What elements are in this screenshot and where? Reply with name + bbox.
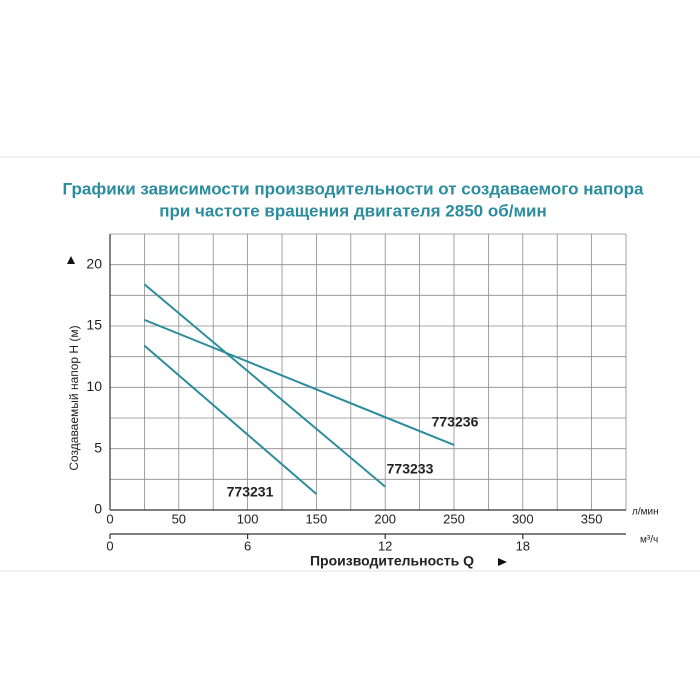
- x-tick-label: 250: [443, 511, 465, 526]
- x2-tick-label: 12: [378, 538, 392, 553]
- chart-title: Графики зависимости производительности о…: [63, 179, 644, 198]
- series-line: [143, 344, 318, 495]
- x2-tick-label: 18: [516, 538, 530, 553]
- series-line: [144, 318, 455, 446]
- x2-unit: м³/ч: [640, 535, 658, 546]
- chart-subtitle: при частоте вращения двигателя 2850 об/м…: [159, 201, 547, 220]
- x-tick-label: 200: [374, 511, 396, 526]
- series-line: [143, 283, 386, 488]
- x-arrow: [498, 558, 507, 566]
- x-tick-label: 150: [306, 511, 328, 526]
- y-tick-label: 5: [94, 439, 102, 455]
- series-label: 773233: [387, 461, 434, 477]
- series-label: 773231: [227, 484, 274, 500]
- y-tick-label: 10: [86, 378, 102, 394]
- y-tick-label: 0: [94, 501, 102, 517]
- series-label: 773236: [432, 414, 479, 430]
- x-tick-label: 0: [106, 511, 113, 526]
- x-axis-title: Производительность Q: [310, 553, 474, 569]
- y-tick-label: 20: [86, 255, 102, 271]
- x-tick-label: 350: [581, 511, 603, 526]
- x2-tick-label: 0: [106, 538, 113, 553]
- y-tick-label: 15: [86, 317, 102, 333]
- x-tick-label: 300: [512, 511, 534, 526]
- x-tick-label: 100: [237, 511, 259, 526]
- x-tick-label: 50: [172, 511, 186, 526]
- y-axis-title: Создаваемый напор H (м): [67, 325, 81, 470]
- y-arrow: [67, 256, 75, 264]
- x-unit: л/мин: [632, 507, 659, 518]
- x2-tick-label: 6: [244, 538, 251, 553]
